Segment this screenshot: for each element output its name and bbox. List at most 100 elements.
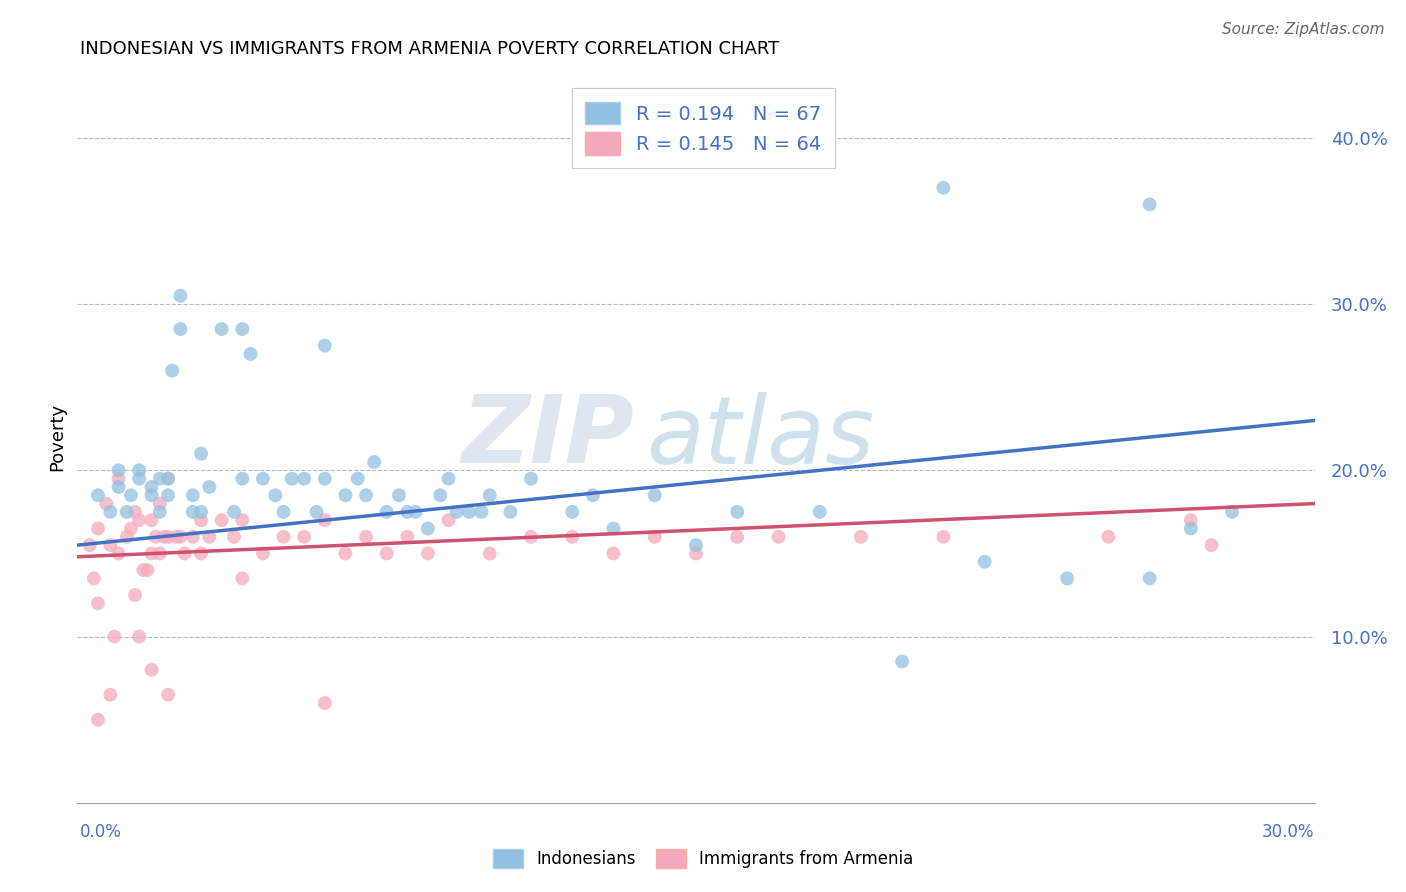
Point <box>165 530 187 544</box>
Point <box>375 505 398 519</box>
Point <box>314 338 336 352</box>
Point <box>396 505 419 519</box>
Point <box>1097 530 1119 544</box>
Point <box>136 563 159 577</box>
Point <box>1220 505 1243 519</box>
Point <box>87 521 110 535</box>
Point <box>173 546 195 560</box>
Point <box>458 505 481 519</box>
Point <box>160 363 183 377</box>
Point <box>79 538 101 552</box>
Point <box>1056 571 1078 585</box>
Point <box>141 480 163 494</box>
Point <box>107 472 129 486</box>
Point <box>561 505 583 519</box>
Point <box>107 546 129 560</box>
Point <box>932 530 955 544</box>
Point <box>124 588 146 602</box>
Point <box>292 530 315 544</box>
Point <box>429 488 451 502</box>
Point <box>231 472 253 486</box>
Point <box>335 488 357 502</box>
Point <box>107 480 129 494</box>
Point <box>305 505 328 519</box>
Point <box>768 530 790 544</box>
Point <box>416 546 439 560</box>
Point <box>87 488 110 502</box>
Point <box>354 488 377 502</box>
Point <box>437 472 460 486</box>
Point <box>98 505 121 519</box>
Point <box>499 505 522 519</box>
Point <box>470 505 492 519</box>
Point <box>153 530 176 544</box>
Point <box>190 505 212 519</box>
Point <box>437 513 460 527</box>
Point <box>181 505 204 519</box>
Point <box>87 713 110 727</box>
Point <box>231 571 253 585</box>
Point <box>181 488 204 502</box>
Text: 0.0%: 0.0% <box>80 822 122 840</box>
Point <box>124 505 146 519</box>
Point <box>273 530 295 544</box>
Point <box>973 555 995 569</box>
Point <box>335 546 357 560</box>
Point <box>157 472 180 486</box>
Point <box>149 472 172 486</box>
Point <box>346 472 368 486</box>
Point <box>211 322 233 336</box>
Point <box>141 513 163 527</box>
Point <box>252 546 274 560</box>
Point <box>264 488 287 502</box>
Point <box>141 663 163 677</box>
Point <box>149 505 172 519</box>
Point <box>849 530 872 544</box>
Point <box>128 630 150 644</box>
Point <box>582 488 605 502</box>
Point <box>98 538 121 552</box>
Point <box>273 505 295 519</box>
Point <box>141 488 163 502</box>
Point <box>141 546 163 560</box>
Point <box>314 696 336 710</box>
Y-axis label: Poverty: Poverty <box>48 403 66 471</box>
Point <box>128 472 150 486</box>
Point <box>685 538 707 552</box>
Point <box>602 521 624 535</box>
Point <box>446 505 468 519</box>
Point <box>1180 513 1202 527</box>
Point <box>211 513 233 527</box>
Point <box>120 521 142 535</box>
Point <box>96 497 118 511</box>
Point <box>157 472 180 486</box>
Point <box>190 447 212 461</box>
Point <box>314 472 336 486</box>
Point <box>198 530 221 544</box>
Text: atlas: atlas <box>647 392 875 483</box>
Point <box>169 289 191 303</box>
Point <box>363 455 385 469</box>
Point <box>222 505 245 519</box>
Point <box>132 563 155 577</box>
Point <box>416 521 439 535</box>
Point <box>239 347 262 361</box>
Point <box>128 513 150 527</box>
Point <box>128 463 150 477</box>
Point <box>107 463 129 477</box>
Point <box>149 497 172 511</box>
Point <box>644 488 666 502</box>
Legend: Indonesians, Immigrants from Armenia: Indonesians, Immigrants from Armenia <box>486 843 920 875</box>
Point <box>98 688 121 702</box>
Point <box>725 530 748 544</box>
Point <box>520 530 543 544</box>
Point <box>1139 197 1161 211</box>
Point <box>120 488 142 502</box>
Point <box>231 322 253 336</box>
Text: ZIP: ZIP <box>461 391 634 483</box>
Point <box>375 546 398 560</box>
Point <box>685 546 707 560</box>
Point <box>87 596 110 610</box>
Point <box>169 322 191 336</box>
Point <box>198 480 221 494</box>
